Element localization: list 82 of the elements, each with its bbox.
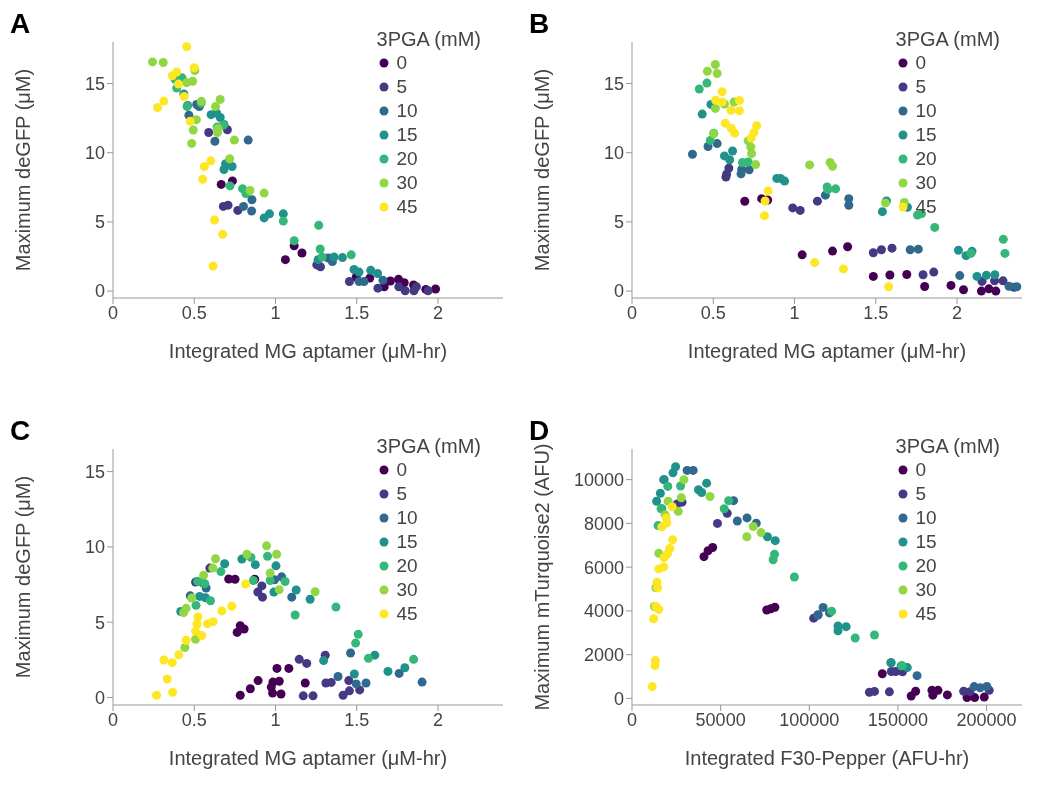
x-tick-label: 1.5 xyxy=(863,302,889,323)
x-tick-label: 0 xyxy=(626,709,638,730)
legend-label: 5 xyxy=(915,75,927,99)
y-tick-label: 10000 xyxy=(573,470,624,491)
chart-title: B xyxy=(529,8,550,40)
y-axis-title: Maximum deGFP (μM) xyxy=(531,68,554,272)
legend-label: 0 xyxy=(915,458,927,482)
chart-title: A xyxy=(10,8,31,40)
x-tick-label: 0.5 xyxy=(700,302,726,323)
legend-label: 5 xyxy=(915,482,927,506)
y-tick-label: 5 xyxy=(94,212,105,233)
legend-label: 15 xyxy=(396,530,418,554)
y-tick-label: 15 xyxy=(84,73,105,94)
chart-title: C xyxy=(10,415,31,447)
x-tick-label: 2 xyxy=(432,709,444,730)
y-axis-title: Maximum deGFP (μM) xyxy=(12,68,35,272)
legend-label: 20 xyxy=(915,554,937,578)
legend-label: 10 xyxy=(396,99,418,123)
legend-title: 3PGA (mM) xyxy=(895,28,1000,51)
x-tick-label: 0 xyxy=(626,302,638,323)
y-tick-label: 0 xyxy=(613,688,624,709)
legend-label: 0 xyxy=(396,458,408,482)
y-tick-label: 10 xyxy=(603,143,624,164)
x-axis-title: Integrated MG aptamer (μM-hr) xyxy=(168,340,448,362)
y-tick-label: 6000 xyxy=(583,557,624,578)
x-tick-label: 150000 xyxy=(867,709,928,730)
y-tick-label: 10 xyxy=(84,537,105,558)
legend-label: 20 xyxy=(396,554,418,578)
legend-label: 20 xyxy=(915,147,937,171)
y-tick-label: 0 xyxy=(613,281,624,302)
x-tick-label: 2 xyxy=(432,302,444,323)
legend-title: 3PGA (mM) xyxy=(376,28,481,51)
y-tick-label: 5 xyxy=(613,212,624,233)
legend-label: 15 xyxy=(396,123,418,147)
y-tick-label: 8000 xyxy=(583,513,624,534)
legend-label: 45 xyxy=(915,195,937,219)
legend-label: 15 xyxy=(915,530,937,554)
legend-label: 45 xyxy=(396,195,418,219)
legend-label: 10 xyxy=(915,506,937,530)
legend-label: 15 xyxy=(915,123,937,147)
y-tick-label: 0 xyxy=(94,687,105,708)
x-tick-label: 2 xyxy=(951,302,963,323)
x-tick-label: 0.5 xyxy=(181,709,207,730)
legend-label: 10 xyxy=(396,506,418,530)
x-tick-label: 1.5 xyxy=(344,302,370,323)
legend-label: 10 xyxy=(915,99,937,123)
x-tick-label: 1 xyxy=(270,709,281,730)
y-tick-label: 5 xyxy=(94,612,105,633)
x-tick-label: 0 xyxy=(107,709,119,730)
legend-label: 30 xyxy=(396,578,418,602)
x-tick-label: 200000 xyxy=(956,709,1017,730)
x-tick-label: 1.5 xyxy=(344,709,370,730)
y-axis-title: Maximum mTurquoise2 (AFU) xyxy=(531,443,554,711)
y-tick-label: 15 xyxy=(84,461,105,482)
y-tick-label: 4000 xyxy=(583,601,624,622)
legend-label: 5 xyxy=(396,75,408,99)
legend-title: 3PGA (mM) xyxy=(376,435,481,458)
y-axis-title: Maximum deGFP (μM) xyxy=(12,475,35,679)
legend-title: 3PGA (mM) xyxy=(895,435,1000,458)
x-tick-label: 50000 xyxy=(695,709,746,730)
x-axis-title: Integrated MG aptamer (μM-hr) xyxy=(687,340,967,362)
chart-title: D xyxy=(529,415,550,446)
legend-label: 20 xyxy=(396,147,418,171)
legend-label: 0 xyxy=(915,51,927,75)
y-tick-label: 2000 xyxy=(583,645,624,666)
x-axis-title: Integrated F30-Pepper (AFU-hr) xyxy=(684,747,970,769)
x-axis-title: Integrated MG aptamer (μM-hr) xyxy=(168,747,448,769)
x-tick-label: 0 xyxy=(107,302,119,323)
legend-label: 30 xyxy=(396,171,418,195)
y-tick-label: 10 xyxy=(84,143,105,164)
y-tick-label: 0 xyxy=(94,281,105,302)
x-tick-label: 1 xyxy=(270,302,281,323)
x-tick-label: 0.5 xyxy=(181,302,207,323)
legend-label: 45 xyxy=(396,602,418,626)
legend-label: 30 xyxy=(915,578,937,602)
legend-label: 0 xyxy=(396,51,408,75)
x-tick-label: 100000 xyxy=(779,709,840,730)
legend-label: 5 xyxy=(396,482,408,506)
y-tick-label: 15 xyxy=(603,73,624,94)
legend-label: 30 xyxy=(915,171,937,195)
legend-label: 45 xyxy=(915,602,937,626)
x-tick-label: 1 xyxy=(789,302,800,323)
